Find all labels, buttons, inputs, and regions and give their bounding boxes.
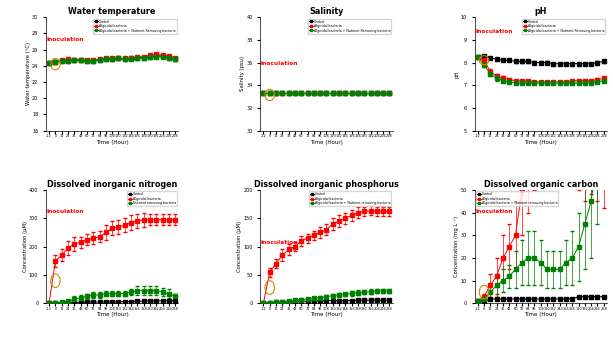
Text: Inoculation: Inoculation [475,29,512,34]
Y-axis label: Concentration (μM): Concentration (μM) [23,221,28,272]
Legend: Control, Algicidal bacteria, Algicidal bacteria + Nutrient removing bacteria: Control, Algicidal bacteria, Algicidal b… [476,191,558,206]
X-axis label: Time (Hour): Time (Hour) [96,312,129,317]
Legend: Control, Algicidal bacteria, Algicidal bacteria + Nutrient Removing bacteria: Control, Algicidal bacteria, Algicidal b… [522,19,605,33]
Text: Inoculation: Inoculation [47,38,84,42]
Text: Inoculation: Inoculation [261,240,299,245]
Y-axis label: Concentration (mg L⁻¹): Concentration (mg L⁻¹) [454,216,459,277]
Y-axis label: Water temperature (°C): Water temperature (°C) [26,42,31,105]
Title: Water temperature: Water temperature [69,7,156,16]
Legend: Control, Algicidal bacteria, Algicidal bacteria + Nutrient removing bacteria: Control, Algicidal bacteria, Algicidal b… [309,191,391,206]
Legend: Control, Algicidal bacteria, Algicidal bacteria + Nutrient Removing bacteria: Control, Algicidal bacteria, Algicidal b… [308,19,391,33]
Title: Dissolved inorganic nitrogen: Dissolved inorganic nitrogen [47,180,177,189]
Y-axis label: Salinity (psu): Salinity (psu) [240,56,245,91]
Title: pH: pH [535,7,547,16]
Y-axis label: pH: pH [454,70,459,77]
Legend: Control, Algicidal bacteria, Nutrient removing bacteria: Control, Algicidal bacteria, Nutrient re… [127,191,177,206]
Title: Dissolved organic carbon: Dissolved organic carbon [484,180,598,189]
X-axis label: Time (Hour): Time (Hour) [96,139,129,145]
Text: Inoculation: Inoculation [47,209,84,213]
Title: Salinity: Salinity [309,7,344,16]
Legend: Control, Algicidal bacteria, Algicidal bacteria + Nutrient Removing bacteria: Control, Algicidal bacteria, Algicidal b… [93,19,177,33]
Text: Inoculation: Inoculation [475,209,512,213]
X-axis label: Time (Hour): Time (Hour) [524,139,557,145]
Y-axis label: Concentration (μM): Concentration (μM) [237,221,242,272]
X-axis label: Time (Hour): Time (Hour) [310,139,343,145]
X-axis label: Time (Hour): Time (Hour) [524,312,557,317]
Title: Dissolved inorganic phosphorus: Dissolved inorganic phosphorus [254,180,399,189]
X-axis label: Time (Hour): Time (Hour) [310,312,343,317]
Text: Inoculation: Inoculation [261,61,299,66]
